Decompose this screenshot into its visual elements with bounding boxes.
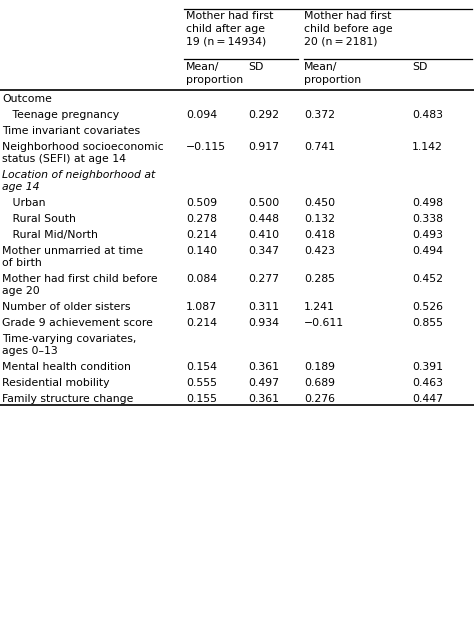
Text: 0.094: 0.094 (186, 110, 217, 120)
Text: 0.855: 0.855 (412, 318, 443, 328)
Text: Mother had first child before
age 20: Mother had first child before age 20 (2, 274, 158, 296)
Text: Residential mobility: Residential mobility (2, 378, 109, 388)
Text: 0.423: 0.423 (304, 246, 335, 256)
Text: 0.285: 0.285 (304, 274, 335, 284)
Text: 0.463: 0.463 (412, 378, 443, 388)
Text: 0.526: 0.526 (412, 302, 443, 312)
Text: 0.361: 0.361 (248, 362, 279, 372)
Text: 0.140: 0.140 (186, 246, 217, 256)
Text: Neighborhood socioeconomic
status (SEFI) at age 14: Neighborhood socioeconomic status (SEFI)… (2, 142, 164, 164)
Text: 0.450: 0.450 (304, 198, 335, 208)
Text: Mental health condition: Mental health condition (2, 362, 131, 372)
Text: 0.278: 0.278 (186, 214, 217, 224)
Text: 0.410: 0.410 (248, 230, 279, 240)
Text: 0.292: 0.292 (248, 110, 279, 120)
Text: 0.347: 0.347 (248, 246, 279, 256)
Text: 0.493: 0.493 (412, 230, 443, 240)
Text: 0.555: 0.555 (186, 378, 217, 388)
Text: Urban: Urban (2, 198, 46, 208)
Text: 0.155: 0.155 (186, 394, 217, 404)
Text: 0.277: 0.277 (248, 274, 279, 284)
Text: Mother unmarried at time
of birth: Mother unmarried at time of birth (2, 246, 143, 268)
Text: 0.500: 0.500 (248, 198, 279, 208)
Text: 0.391: 0.391 (412, 362, 443, 372)
Text: 0.132: 0.132 (304, 214, 335, 224)
Text: Outcome: Outcome (2, 94, 52, 104)
Text: 1.142: 1.142 (412, 142, 443, 152)
Text: 1.241: 1.241 (304, 302, 335, 312)
Text: 0.418: 0.418 (304, 230, 335, 240)
Text: 0.689: 0.689 (304, 378, 335, 388)
Text: 0.509: 0.509 (186, 198, 217, 208)
Text: 0.338: 0.338 (412, 214, 443, 224)
Text: Family structure change: Family structure change (2, 394, 133, 404)
Text: SD: SD (248, 62, 264, 72)
Text: Rural Mid/North: Rural Mid/North (2, 230, 98, 240)
Text: 0.311: 0.311 (248, 302, 279, 312)
Text: 0.934: 0.934 (248, 318, 279, 328)
Text: 1.087: 1.087 (186, 302, 217, 312)
Text: 0.498: 0.498 (412, 198, 443, 208)
Text: Mean/
proportion: Mean/ proportion (186, 62, 243, 85)
Text: 0.447: 0.447 (412, 394, 443, 404)
Text: SD: SD (412, 62, 428, 72)
Text: 0.452: 0.452 (412, 274, 443, 284)
Text: 0.448: 0.448 (248, 214, 279, 224)
Text: 0.741: 0.741 (304, 142, 335, 152)
Text: Teenage pregnancy: Teenage pregnancy (2, 110, 119, 120)
Text: 0.189: 0.189 (304, 362, 335, 372)
Text: 0.483: 0.483 (412, 110, 443, 120)
Text: 0.372: 0.372 (304, 110, 335, 120)
Text: 0.497: 0.497 (248, 378, 279, 388)
Text: 0.214: 0.214 (186, 230, 217, 240)
Text: Number of older sisters: Number of older sisters (2, 302, 130, 312)
Text: Mean/
proportion: Mean/ proportion (304, 62, 361, 85)
Text: Time-varying covariates,
ages 0–13: Time-varying covariates, ages 0–13 (2, 334, 137, 357)
Text: Rural South: Rural South (2, 214, 76, 224)
Text: 0.214: 0.214 (186, 318, 217, 328)
Text: 0.361: 0.361 (248, 394, 279, 404)
Text: −0.611: −0.611 (304, 318, 344, 328)
Text: 0.917: 0.917 (248, 142, 279, 152)
Text: Mother had first
child after age
19 (n = 14934): Mother had first child after age 19 (n =… (186, 11, 273, 47)
Text: Grade 9 achievement score: Grade 9 achievement score (2, 318, 153, 328)
Text: Location of neighborhood at
age 14: Location of neighborhood at age 14 (2, 170, 155, 192)
Text: Time invariant covariates: Time invariant covariates (2, 126, 140, 136)
Text: Mother had first
child before age
20 (n = 2181): Mother had first child before age 20 (n … (304, 11, 392, 47)
Text: −0.115: −0.115 (186, 142, 226, 152)
Text: 0.084: 0.084 (186, 274, 217, 284)
Text: 0.276: 0.276 (304, 394, 335, 404)
Text: 0.494: 0.494 (412, 246, 443, 256)
Text: 0.154: 0.154 (186, 362, 217, 372)
